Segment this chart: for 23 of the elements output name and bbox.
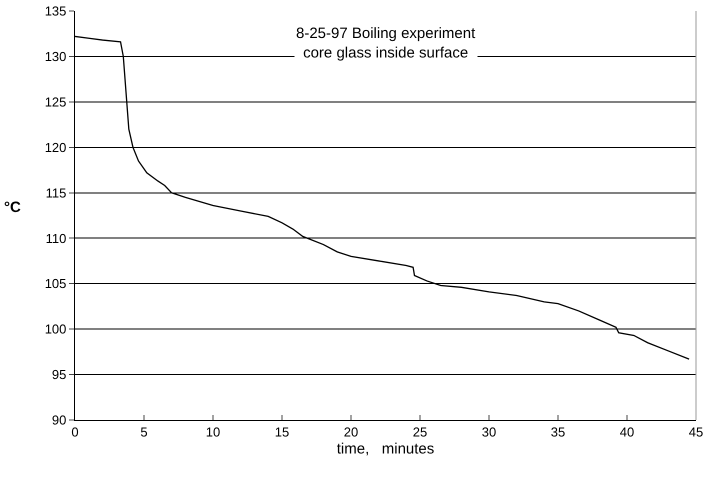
x-tick-label: 10 <box>206 424 220 440</box>
y-tick-label: 110 <box>46 230 66 246</box>
y-tick-label: 120 <box>44 140 66 155</box>
y-axis-title: °C <box>4 199 21 216</box>
x-tick-label: 15 <box>274 424 290 440</box>
x-tick-label: 5 <box>140 424 148 440</box>
y-tick-label: 115 <box>46 185 66 200</box>
y-tick-label: 125 <box>44 94 66 110</box>
x-axis-title: time, minutes <box>336 440 434 458</box>
y-tick-label: 105 <box>44 276 66 292</box>
y-tick-label: 130 <box>44 48 66 64</box>
text: 8-25-97 Boiling experiment core glass inside surface <box>296 25 476 62</box>
x-tick-label: 35 <box>550 424 566 440</box>
x-tick-label: 40 <box>620 424 634 440</box>
x-tick-label: 0 <box>71 424 79 440</box>
x-tick-label: 20 <box>344 424 358 440</box>
y-tick-label: 100 <box>44 322 66 337</box>
y-tick-label: 90 <box>52 412 66 428</box>
y-tick-label: 135 <box>44 4 66 19</box>
x-tick-label: 45 <box>688 424 704 440</box>
y-tick-label: 95 <box>52 367 66 382</box>
x-tick-label: 25 <box>412 424 428 440</box>
x-tick-label: 30 <box>482 424 496 440</box>
